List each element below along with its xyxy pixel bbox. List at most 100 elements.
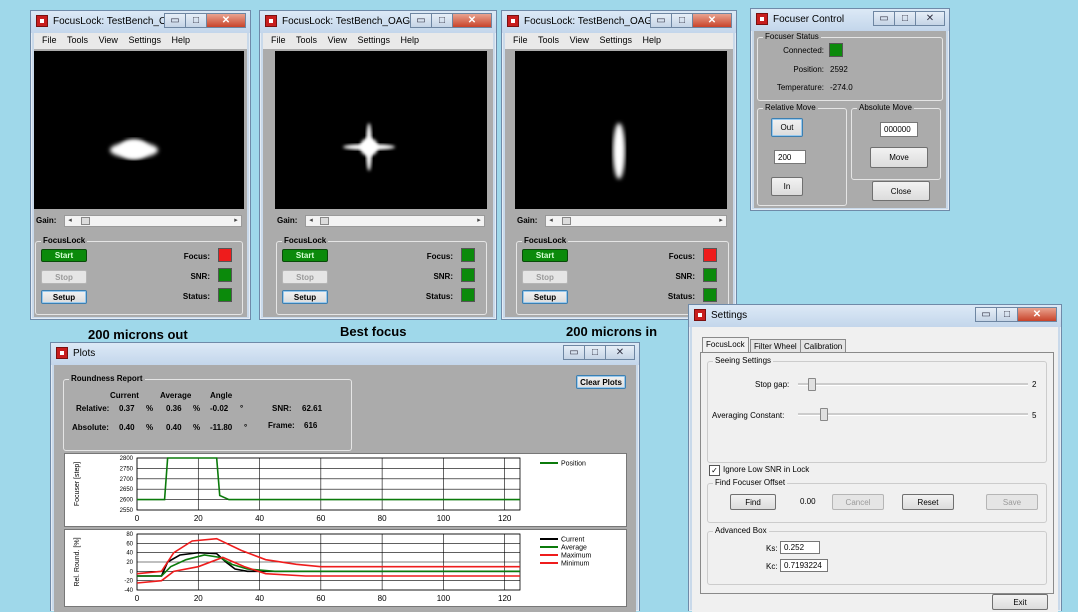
menu-file[interactable]: File — [42, 35, 57, 45]
step-size-input[interactable]: 200 — [774, 150, 806, 164]
title-bar[interactable]: Plots ▭ □ ✕ — [51, 343, 639, 365]
start-button[interactable]: Start — [282, 249, 328, 262]
x-tick-label: 40 — [255, 594, 264, 603]
setup-button[interactable]: Setup — [522, 290, 568, 304]
menu-tools[interactable]: Tools — [296, 35, 318, 45]
menu-settings[interactable]: Settings — [128, 35, 161, 45]
close-button[interactable]: ✕ — [692, 13, 732, 28]
out-button[interactable]: Out — [771, 118, 803, 137]
menu-file[interactable]: File — [271, 35, 286, 45]
absolute-label: Absolute: — [72, 423, 109, 432]
scroll-left-icon[interactable]: ◂ — [549, 217, 553, 224]
menu-view[interactable]: View — [98, 35, 118, 45]
menu-tools[interactable]: Tools — [538, 35, 560, 45]
averaging-thumb[interactable] — [820, 408, 828, 421]
gain-slider-thumb[interactable] — [562, 217, 571, 225]
group-title: Absolute Move — [857, 103, 914, 112]
gain-slider[interactable]: ◂ ▸ — [545, 215, 727, 227]
title-bar[interactable]: Settings ▭ □ ✕ — [689, 305, 1061, 327]
gain-slider-thumb[interactable] — [320, 217, 329, 225]
setup-button[interactable]: Setup — [282, 290, 328, 304]
menu-settings[interactable]: Settings — [599, 35, 632, 45]
stop-button[interactable]: Stop — [522, 270, 568, 284]
close-button[interactable]: ✕ — [915, 11, 945, 26]
scroll-right-icon[interactable]: ▸ — [477, 217, 481, 224]
menu-tools[interactable]: Tools — [67, 35, 89, 45]
group-title: Focuser Status — [763, 32, 821, 41]
reset-button[interactable]: Reset — [902, 494, 954, 510]
close-button[interactable]: ✕ — [452, 13, 492, 28]
in-button[interactable]: In — [771, 177, 803, 196]
menu-help[interactable]: Help — [400, 35, 419, 45]
tab-filter-wheel[interactable]: Filter Wheel — [750, 339, 801, 352]
title-bar[interactable]: Focuser Control ▭ □ ✕ — [751, 9, 949, 31]
stop-button[interactable]: Stop — [41, 270, 87, 284]
menu-help[interactable]: Help — [642, 35, 661, 45]
legend-label: Average — [561, 545, 587, 552]
focuser-close-button[interactable]: Close — [872, 181, 930, 201]
gain-slider-thumb[interactable] — [81, 217, 90, 225]
ks-input[interactable]: 0.252 — [780, 541, 820, 554]
exit-button[interactable]: Exit — [992, 594, 1048, 610]
title-bar[interactable]: FocusLock: TestBench_OAG ▭ □ ✕ — [260, 11, 496, 33]
cancel-button[interactable]: Cancel — [832, 494, 884, 510]
scroll-right-icon[interactable]: ▸ — [234, 217, 238, 224]
stop-button[interactable]: Stop — [282, 270, 328, 284]
minimize-button[interactable]: ▭ — [650, 13, 672, 28]
setup-button[interactable]: Setup — [41, 290, 87, 304]
maximize-button[interactable]: □ — [431, 13, 453, 28]
maximize-button[interactable]: □ — [894, 11, 916, 26]
x-tick-label: 100 — [437, 514, 451, 523]
close-button[interactable]: ✕ — [206, 13, 246, 28]
scroll-left-icon[interactable]: ◂ — [68, 217, 72, 224]
scroll-right-icon[interactable]: ▸ — [719, 217, 723, 224]
maximize-button[interactable]: □ — [996, 307, 1018, 322]
close-button[interactable]: ✕ — [1017, 307, 1057, 322]
title-bar[interactable]: FocusLock: TestBench_OAG ▭ □ ✕ — [502, 11, 736, 33]
move-button[interactable]: Move — [870, 147, 928, 168]
start-button[interactable]: Start — [522, 249, 568, 262]
find-button[interactable]: Find — [730, 494, 776, 510]
minimize-button[interactable]: ▭ — [410, 13, 432, 28]
start-button[interactable]: Start — [41, 249, 87, 262]
series-line-current — [137, 551, 520, 577]
menu-help[interactable]: Help — [171, 35, 190, 45]
scroll-left-icon[interactable]: ◂ — [309, 217, 313, 224]
stop-gap-slider[interactable] — [798, 378, 1028, 391]
minimize-button[interactable]: ▭ — [975, 307, 997, 322]
title-bar[interactable]: FocusLock: TestBench_OAG ▭ □ ✕ — [31, 11, 250, 33]
ignore-low-snr-checkbox[interactable]: ✓ — [709, 465, 720, 476]
close-button[interactable]: ✕ — [605, 345, 635, 360]
menu-view[interactable]: View — [327, 35, 347, 45]
minimize-button[interactable]: ▭ — [164, 13, 186, 28]
tab-calibration[interactable]: Calibration — [800, 339, 847, 352]
stop-gap-value: 2 — [1032, 380, 1037, 389]
stop-gap-thumb[interactable] — [808, 378, 816, 391]
clear-plots-button[interactable]: Clear Plots — [576, 375, 626, 389]
gain-slider[interactable]: ◂ ▸ — [64, 215, 242, 227]
maximize-button[interactable]: □ — [584, 345, 606, 360]
averaging-slider[interactable] — [798, 408, 1028, 421]
x-tick-label: 120 — [498, 514, 512, 523]
gain-slider[interactable]: ◂ ▸ — [305, 215, 485, 227]
snr-label: SNR: — [675, 272, 695, 281]
minimize-button[interactable]: ▭ — [563, 345, 585, 360]
absolute-position-input[interactable]: 000000 — [880, 122, 918, 137]
roundness-plot: Rel. Round. [%] 80 60 40 20 0 -20 -40 0 20 40 60 80 1… — [64, 529, 627, 607]
tab-focuslock[interactable]: FocusLock — [702, 337, 749, 352]
menu-file[interactable]: File — [513, 35, 528, 45]
kc-input[interactable]: 0.7193224 — [780, 559, 828, 572]
menu-view[interactable]: View — [569, 35, 589, 45]
app-icon — [756, 13, 768, 25]
gain-label: Gain: — [517, 216, 538, 225]
focuser-control-window: Focuser Control ▭ □ ✕ Focuser Status Con… — [750, 8, 950, 211]
save-button[interactable]: Save — [986, 494, 1038, 510]
focus-indicator — [461, 248, 475, 262]
menu-settings[interactable]: Settings — [357, 35, 390, 45]
snr-indicator — [703, 268, 717, 282]
focus-label: Focus: — [426, 252, 453, 261]
minimize-button[interactable]: ▭ — [873, 11, 895, 26]
maximize-button[interactable]: □ — [185, 13, 207, 28]
col-current: Current — [110, 391, 139, 400]
maximize-button[interactable]: □ — [671, 13, 693, 28]
